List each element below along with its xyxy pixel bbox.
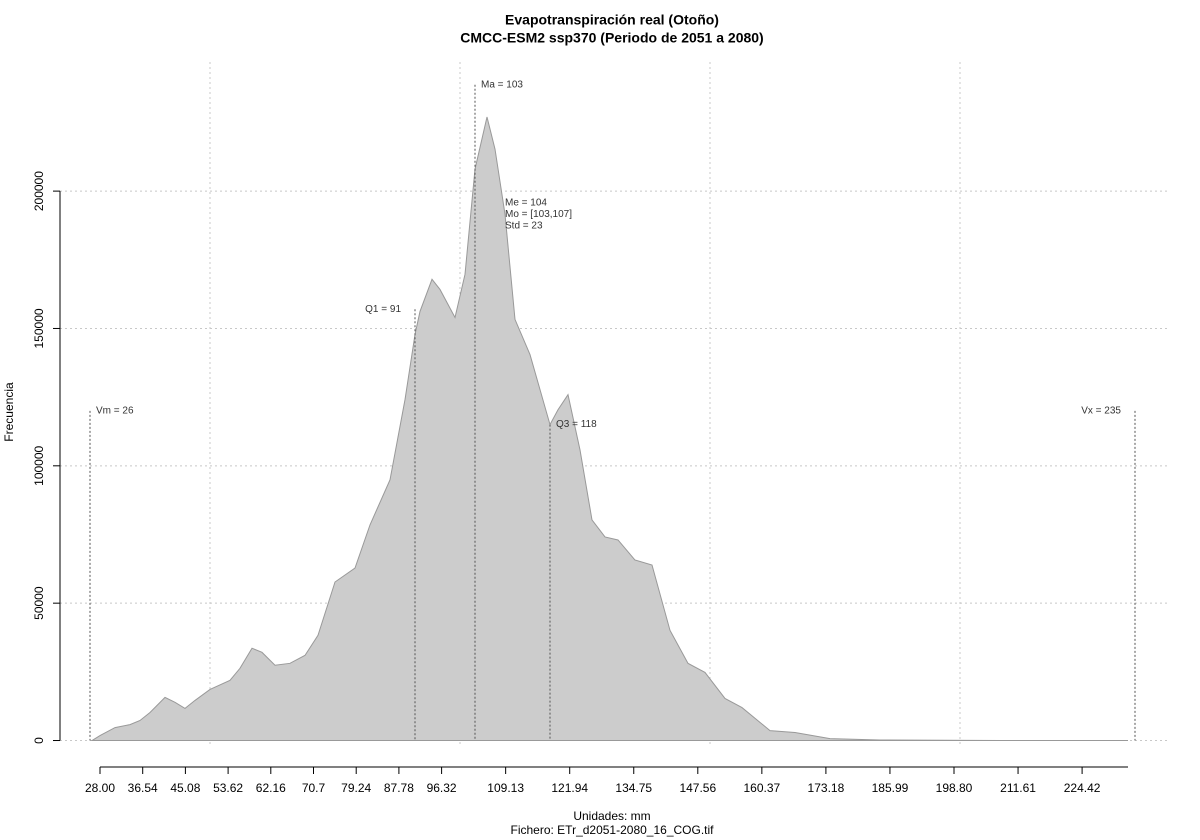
x-tick-label: 147.56	[679, 781, 716, 795]
x-tick-label: 62.16	[256, 781, 286, 795]
x-tick-label: 36.54	[128, 781, 158, 795]
x-tick-label: 87.78	[384, 781, 414, 795]
x-tick-label: 70.7	[302, 781, 326, 795]
stat-label: Std = 23	[505, 221, 543, 232]
marker-label: Q3 = 118	[556, 419, 597, 430]
x-tick-label: 109.13	[487, 781, 524, 795]
y-tick-label: 0	[32, 737, 46, 744]
x-tick-label: 185.99	[872, 781, 909, 795]
x-tick-label: 198.80	[936, 781, 973, 795]
density-area	[90, 116, 1128, 742]
y-tick-label: 200000	[32, 171, 46, 211]
x-axis-label: Unidades: mm	[573, 809, 650, 823]
chart-subtitle: CMCC-ESM2 ssp370 (Periodo de 2051 a 2080…	[460, 30, 763, 46]
y-axis-label: Frecuencia	[2, 382, 16, 442]
y-tick-label: 50000	[32, 586, 46, 620]
x-tick-label: 134.75	[615, 781, 652, 795]
chart-title: Evapotranspiración real (Otoño)	[505, 12, 719, 28]
x-tick-label: 224.42	[1064, 781, 1101, 795]
x-tick-label: 45.08	[170, 781, 200, 795]
x-tick-label: 211.61	[1000, 781, 1036, 795]
x-tick-label: 160.37	[743, 781, 780, 795]
caption: Fichero: ETr_d2051-2080_16_COG.tif	[511, 823, 715, 837]
x-tick-label: 53.62	[213, 781, 243, 795]
x-tick-label: 28.00	[85, 781, 115, 795]
x-tick-label: 173.18	[808, 781, 845, 795]
x-tick-label: 79.24	[341, 781, 371, 795]
marker-label: Q1 = 91	[365, 304, 401, 315]
x-tick-label: 96.32	[427, 781, 457, 795]
y-tick-label: 100000	[32, 445, 46, 485]
x-tick-label: 121.94	[551, 781, 588, 795]
marker-label: Vm = 26	[96, 406, 134, 417]
stat-label: Mo = [103,107]	[505, 209, 572, 220]
marker-label: Ma = 103	[481, 79, 523, 90]
marker-label: Vx = 235	[1081, 406, 1121, 417]
y-tick-label: 150000	[32, 308, 46, 348]
stat-label: Me = 104	[505, 198, 547, 209]
